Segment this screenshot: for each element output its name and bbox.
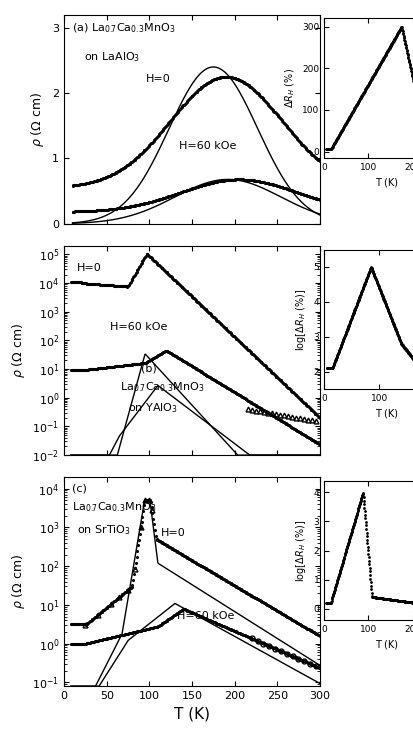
Text: La$_{0.7}$Ca$_{0.3}$MnO$_3$: La$_{0.7}$Ca$_{0.3}$MnO$_3$	[72, 500, 156, 514]
X-axis label: T (K): T (K)	[174, 707, 210, 722]
Text: on LaAlO$_3$: on LaAlO$_3$	[85, 50, 141, 64]
X-axis label: T (K): T (K)	[375, 177, 398, 187]
X-axis label: T (K): T (K)	[375, 408, 398, 418]
Text: H=0: H=0	[161, 528, 186, 538]
X-axis label: T (K): T (K)	[375, 639, 398, 650]
Text: (c): (c)	[72, 484, 87, 493]
Text: H=60 kOe: H=60 kOe	[177, 611, 234, 622]
Text: on YAlO$_3$: on YAlO$_3$	[128, 401, 178, 415]
Text: H=0: H=0	[77, 263, 102, 272]
Text: H=60 kOe: H=60 kOe	[179, 141, 237, 150]
Text: (a) La$_{0.7}$Ca$_{0.3}$MnO$_3$: (a) La$_{0.7}$Ca$_{0.3}$MnO$_3$	[72, 21, 175, 34]
Y-axis label: $\rho$ ($\Omega$ cm): $\rho$ ($\Omega$ cm)	[29, 92, 47, 147]
Text: on SrTiO$_3$: on SrTiO$_3$	[77, 523, 131, 537]
Text: La$_{0.7}$Ca$_{0.3}$MnO$_3$: La$_{0.7}$Ca$_{0.3}$MnO$_3$	[120, 380, 205, 394]
Y-axis label: $\rho$ ($\Omega$ cm): $\rho$ ($\Omega$ cm)	[9, 323, 26, 378]
Y-axis label: $\Delta R_{H}$ (%): $\Delta R_{H}$ (%)	[283, 68, 297, 108]
Text: H=0: H=0	[146, 73, 171, 84]
Y-axis label: $\rho$ ($\Omega$ cm): $\rho$ ($\Omega$ cm)	[9, 554, 26, 609]
Text: H=60 kOe: H=60 kOe	[110, 321, 168, 332]
Text: (b): (b)	[141, 363, 157, 374]
Y-axis label: log[$\Delta R_{H}$ (%)]: log[$\Delta R_{H}$ (%)]	[294, 288, 308, 351]
Y-axis label: log[$\Delta R_{H}$ (%)]: log[$\Delta R_{H}$ (%)]	[294, 519, 308, 582]
